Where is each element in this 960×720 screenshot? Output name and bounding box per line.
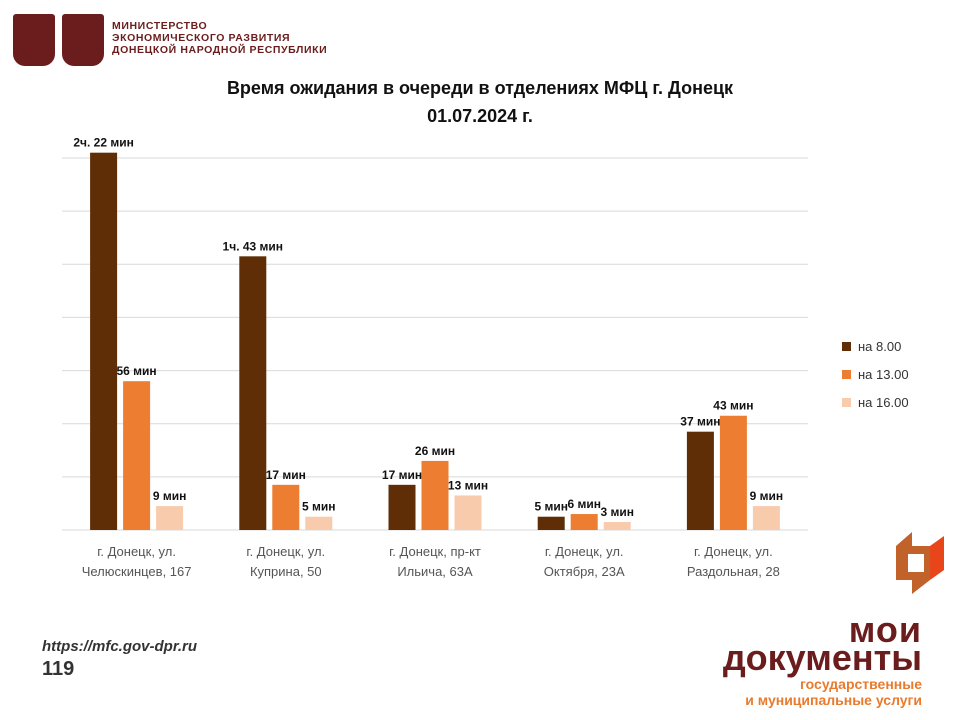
ministry-line: ЭКОНОМИЧЕСКОГО РАЗВИТИЯ (112, 32, 291, 44)
chart-title: Время ожидания в очереди в отделениях МФ… (226, 78, 734, 98)
brand-tagline: государственные (800, 676, 922, 692)
data-label: 17 мин (382, 468, 422, 482)
category-label: Раздольная, 28 (687, 564, 780, 579)
data-label: 5 мин (302, 500, 336, 514)
data-label: 9 мин (153, 489, 187, 503)
legend-label: на 13.00 (858, 366, 909, 382)
category-label: г. Донецк, пр-кт (389, 544, 481, 559)
data-label: 6 мин (567, 497, 601, 511)
page-number: 119 (42, 658, 75, 680)
legend-item: на 8.00 (842, 332, 909, 360)
bar (123, 381, 151, 530)
data-label: 37 мин (680, 415, 720, 429)
category-label: Ильича, 63А (397, 564, 473, 579)
bar (156, 506, 184, 530)
data-label: 43 мин (713, 399, 753, 413)
category-label: г. Донецк, ул. (545, 544, 624, 559)
category-label: Челюскинцев, 167 (82, 564, 192, 579)
legend-label: на 8.00 (858, 338, 902, 354)
legend-item: на 13.00 (842, 360, 909, 388)
bar (719, 415, 747, 530)
legend-item: на 16.00 (842, 388, 909, 416)
category-label: г. Донецк, ул. (694, 544, 773, 559)
bar (272, 484, 300, 530)
bar (454, 495, 482, 530)
ministry-emblem-icon (62, 14, 104, 66)
category-label: г. Донецк, ул. (97, 544, 176, 559)
bar (570, 514, 598, 530)
dpr-emblem-icon (13, 14, 55, 66)
category-label: Куприна, 50 (250, 564, 322, 579)
data-label: 1ч. 43 мин (223, 239, 284, 253)
ministry-line: ДОНЕЦКОЙ НАРОДНОЙ РЕСПУБЛИКИ (112, 44, 328, 56)
data-label: 5 мин (534, 500, 568, 514)
category-label: Октября, 23А (544, 564, 625, 579)
bar (305, 516, 333, 530)
bar (752, 506, 780, 530)
data-label: 13 мин (448, 478, 488, 492)
brand-name-line: документы (722, 637, 922, 678)
bar (388, 484, 416, 530)
data-label: 2ч. 22 мин (73, 136, 134, 150)
chart-subtitle: 01.07.2024 г. (427, 106, 533, 126)
ministry-name: МИНИСТЕРСТВО ЭКОНОМИЧЕСКОГО РАЗВИТИЯ ДОН… (112, 20, 327, 56)
data-label: 56 мин (117, 364, 157, 378)
website-url: https://mfc.gov-dpr.ru (42, 638, 197, 655)
chart-legend: на 8.00 на 13.00 на 16.00 (842, 332, 909, 416)
ministry-line: МИНИСТЕРСТВО (112, 20, 208, 32)
legend-swatch (842, 341, 851, 351)
category-label: г. Донецк, ул. (246, 544, 325, 559)
bar (239, 256, 267, 530)
data-label: 17 мин (266, 468, 306, 482)
data-label: 9 мин (750, 489, 784, 503)
legend-swatch (842, 369, 851, 379)
bar (421, 460, 449, 530)
legend-swatch (842, 397, 851, 407)
bar (603, 522, 631, 530)
data-label: 26 мин (415, 444, 455, 458)
bar (686, 431, 714, 530)
bar (537, 516, 565, 530)
brand-name-line: мои (848, 609, 922, 650)
legend-label: на 16.00 (858, 394, 909, 410)
data-label: 3 мин (600, 505, 634, 519)
brand-tagline: и муниципальные услуги (745, 692, 922, 708)
bar (90, 152, 118, 530)
moi-dokumenty-logo-icon (896, 532, 944, 594)
